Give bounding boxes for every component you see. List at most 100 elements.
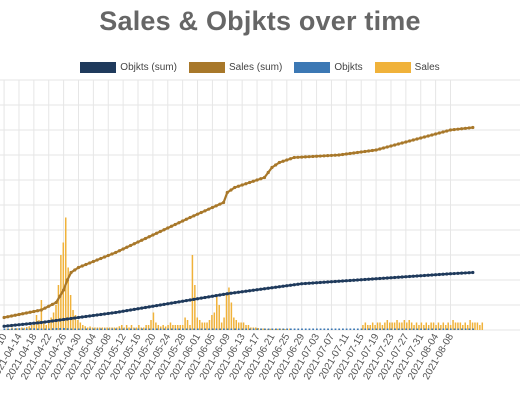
sales-bar xyxy=(21,327,23,330)
objkts-bar xyxy=(141,328,143,330)
objkts-sum-point xyxy=(448,272,453,276)
objkts-bar xyxy=(196,328,199,330)
sales-sum-point xyxy=(381,146,386,150)
legend-item-sales-sum[interactable]: Sales (sum) xyxy=(188,61,282,73)
sales-sum-point xyxy=(84,262,88,267)
objkts-sum-point xyxy=(199,296,203,300)
sales-sum-point xyxy=(385,145,389,149)
sales-sum-point xyxy=(21,312,25,316)
objkts-bar xyxy=(427,328,430,330)
sales-sum-point xyxy=(54,300,58,305)
sales-bar xyxy=(437,322,440,330)
objkts-sum-point xyxy=(318,280,322,285)
objkts-sum-point xyxy=(277,285,281,289)
objkts-bar xyxy=(263,328,266,330)
objkts-sum-point xyxy=(404,275,408,279)
sales-bar xyxy=(86,327,89,330)
sales-bar xyxy=(276,328,279,330)
objkts-bar xyxy=(133,328,136,330)
objkts-bar xyxy=(379,328,382,330)
chart-title: Sales & Objkts over time xyxy=(99,6,421,36)
objkts-sum-point xyxy=(281,284,285,288)
sales-sum-point xyxy=(6,315,10,319)
objkts-sum-point xyxy=(114,310,118,315)
sales-sum-point xyxy=(471,125,475,130)
sales-bar xyxy=(108,327,111,330)
objkts-sum-point xyxy=(467,271,471,275)
sales-bar xyxy=(418,325,420,330)
sales-bar xyxy=(401,322,403,330)
objkts-bar xyxy=(55,328,58,330)
objkts-bar xyxy=(148,328,151,330)
objkts-bar xyxy=(315,328,318,330)
sales-bar xyxy=(469,320,471,330)
sales-sum-point xyxy=(434,132,438,136)
objkts-bar xyxy=(449,328,452,330)
sales-sum-point xyxy=(463,126,467,130)
objkts-sum-point xyxy=(117,310,122,314)
objkts-sum-point xyxy=(177,300,181,304)
sales-bar xyxy=(189,325,191,330)
objkts-sum-point xyxy=(35,321,40,325)
sales-bar xyxy=(476,322,479,330)
sales-bar xyxy=(403,320,406,330)
legend-item-objkts-sum[interactable]: Objkts (sum) xyxy=(80,61,177,73)
sales-sum-point xyxy=(192,214,196,218)
sales-sum-point xyxy=(467,126,471,130)
objkts-sum-point xyxy=(32,321,36,325)
objkts-bar xyxy=(144,328,147,330)
sales-bar xyxy=(211,315,213,330)
sales-sum-point xyxy=(378,147,382,151)
sales-bar xyxy=(371,322,374,330)
objkts-bar xyxy=(327,328,329,330)
sales-bar xyxy=(116,327,118,330)
sales-bar xyxy=(118,326,121,330)
legend-item-objkts[interactable]: Objkts xyxy=(294,61,363,73)
sales-bar xyxy=(427,325,430,330)
objkts-bar xyxy=(163,328,166,330)
objkts-bar xyxy=(48,328,50,330)
sales-bar xyxy=(284,329,286,330)
objkts-bar xyxy=(293,328,296,330)
sales-sum-point xyxy=(2,315,6,320)
objkts-bar xyxy=(44,328,47,330)
objkts-sum-point xyxy=(266,286,270,290)
sales-bar xyxy=(474,322,476,330)
sales-bar xyxy=(30,325,33,330)
objkts-sum-point xyxy=(329,280,334,284)
objkts-sum-point xyxy=(393,275,397,280)
objkts-bar xyxy=(249,328,251,330)
sales-bar xyxy=(181,325,184,330)
objkts-sum-point xyxy=(65,317,69,321)
sales-bar xyxy=(374,325,376,330)
objkts-sum-point xyxy=(195,297,200,301)
objkts-sum-point xyxy=(28,322,32,326)
objkts-bar xyxy=(189,328,192,330)
sales-bar xyxy=(203,322,206,330)
sales-bar xyxy=(55,305,57,330)
sales-sum-point xyxy=(437,131,441,135)
objkts-bar xyxy=(438,328,441,330)
sales-bar xyxy=(57,285,60,330)
sales-sum-point xyxy=(114,250,118,255)
sales-bar xyxy=(89,326,91,330)
sales-sum-point xyxy=(344,152,348,156)
sales-sum-point xyxy=(337,153,341,157)
objkts-sum-point xyxy=(166,302,170,306)
sales-bar xyxy=(376,322,379,330)
objkts-sum-point xyxy=(229,291,233,295)
sales-sum-point xyxy=(341,152,345,157)
sales-bar xyxy=(225,292,228,330)
sales-sum-point xyxy=(69,270,73,275)
sales-sum-point xyxy=(270,165,274,170)
objkts-bar xyxy=(368,328,370,330)
legend-item-sales[interactable]: Sales xyxy=(374,61,440,73)
legend-label-objkts-sum: Objkts (sum) xyxy=(120,61,177,73)
objkts-bar xyxy=(360,328,363,330)
sales-sum-point xyxy=(296,155,300,159)
objkts-sum-point xyxy=(151,304,155,308)
sales-bar xyxy=(191,255,194,330)
objkts-sum-point xyxy=(300,282,304,286)
sales-sum-point xyxy=(218,202,222,206)
sales-sum-point xyxy=(91,259,95,264)
